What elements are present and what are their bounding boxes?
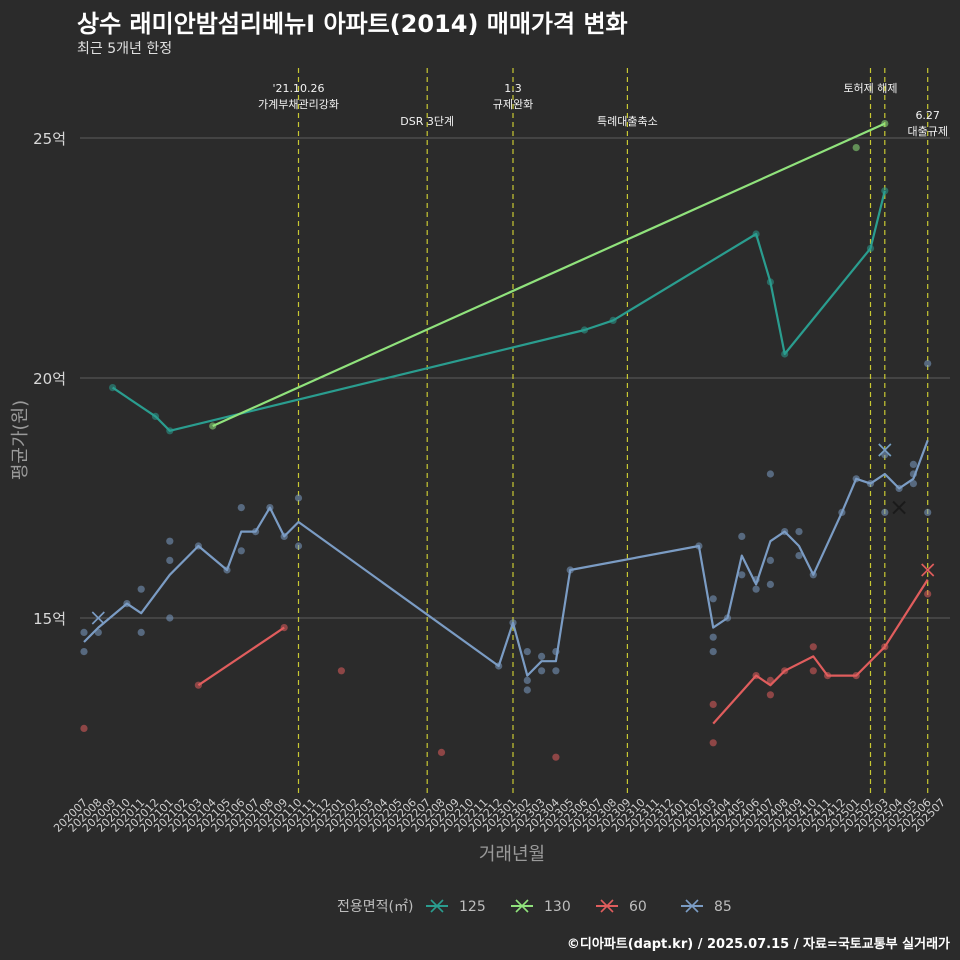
legend-item-85: 85 xyxy=(681,899,732,915)
data-point-60 xyxy=(809,643,817,651)
data-point-85 xyxy=(924,508,932,516)
data-point-85 xyxy=(166,614,174,622)
cross-stroke xyxy=(892,500,906,515)
series-line-125 xyxy=(111,190,886,432)
series-line-60 xyxy=(197,626,285,687)
data-point-85 xyxy=(523,648,531,656)
cross-stroke xyxy=(878,443,892,457)
event-label: '21.10.26 가계부채관리강화 xyxy=(258,82,339,111)
data-point-85 xyxy=(294,542,303,550)
data-point-85 xyxy=(709,595,717,603)
cross-stroke xyxy=(921,563,935,577)
data-point-85 xyxy=(909,460,918,468)
data-point-85 xyxy=(766,580,775,589)
data-point-85 xyxy=(538,652,546,661)
data-point-125 xyxy=(881,187,889,195)
legend-label: 60 xyxy=(629,899,647,915)
y-axis-label: 평균가(원) xyxy=(10,400,31,480)
data-point-85 xyxy=(881,508,889,516)
data-point-85 xyxy=(237,547,245,555)
data-point-85 xyxy=(709,633,717,641)
data-point-85 xyxy=(80,628,88,637)
x-axis-label: 거래년월 xyxy=(479,844,545,865)
event-label: 토허제 해제 xyxy=(843,81,897,95)
legend-item-125: 125 xyxy=(426,899,486,915)
data-point-85 xyxy=(881,451,889,459)
chart-title: 상수 래미안밤섬리베뉴Ⅰ 아파트(2014) 매매가격 변화 xyxy=(77,10,628,38)
data-point-85 xyxy=(137,628,145,637)
data-point-85 xyxy=(738,532,746,541)
data-point-85 xyxy=(80,648,88,656)
cross-stroke xyxy=(91,611,105,625)
legend-cross xyxy=(430,899,444,913)
series-line-130 xyxy=(212,122,886,428)
cross-mark-85 xyxy=(91,611,105,625)
data-point-60 xyxy=(809,667,817,675)
data-point-85 xyxy=(237,504,245,512)
y-tick-label: 20억 xyxy=(33,370,66,388)
data-point-85 xyxy=(909,480,918,488)
data-point-85 xyxy=(795,528,803,536)
cross-mark-dark xyxy=(892,500,906,515)
data-point-85 xyxy=(538,667,546,675)
series-line-85 xyxy=(83,440,929,677)
cross-mark-60 xyxy=(921,563,935,577)
series-line-60 xyxy=(712,579,929,725)
data-point-60 xyxy=(766,691,775,699)
chart-subtitle: 최근 5개년 한정 xyxy=(77,41,173,57)
legend-label: 85 xyxy=(714,899,732,915)
data-point-85 xyxy=(766,556,775,565)
y-tick-label: 15억 xyxy=(33,610,66,628)
legend-item-60: 60 xyxy=(596,899,647,915)
data-point-60 xyxy=(437,748,446,757)
event-label: 특례대출축소 xyxy=(597,115,658,128)
data-point-85 xyxy=(166,556,174,565)
legend-label: 130 xyxy=(544,899,571,915)
data-point-85 xyxy=(752,585,760,593)
source-caption: ©디아파트(dapt.kr) / 2025.07.15 / 자료=국토교통부 실… xyxy=(566,937,950,952)
data-point-85 xyxy=(552,667,560,675)
event-label: 6.27 대출규제 xyxy=(907,109,947,138)
legend-item-130: 130 xyxy=(511,899,571,915)
data-point-85 xyxy=(709,648,717,656)
data-point-85 xyxy=(166,537,174,545)
data-point-85 xyxy=(294,494,303,502)
cross-mark-85 xyxy=(878,443,892,457)
data-point-60 xyxy=(709,700,717,709)
legend-cross xyxy=(600,899,614,913)
data-point-85 xyxy=(924,360,932,368)
legend-label: 125 xyxy=(459,899,486,915)
data-point-85 xyxy=(738,571,746,579)
data-point-85 xyxy=(766,470,775,478)
data-point-85 xyxy=(137,585,145,593)
event-label: 1.3 규제완화 xyxy=(493,82,533,111)
data-point-60 xyxy=(80,724,88,733)
data-point-60 xyxy=(924,590,932,598)
legend-cross xyxy=(515,899,529,913)
legend-title: 전용면적(㎡) xyxy=(337,899,413,915)
y-tick-label: 25억 xyxy=(33,130,66,148)
data-point-60 xyxy=(709,739,717,747)
data-point-60 xyxy=(552,753,560,761)
event-label: DSR 3단계 xyxy=(400,115,454,128)
data-point-130 xyxy=(852,144,860,152)
data-point-85 xyxy=(523,686,531,694)
data-point-85 xyxy=(795,552,803,560)
data-point-60 xyxy=(337,667,345,675)
legend-cross xyxy=(685,899,699,913)
data-point-85 xyxy=(523,676,531,685)
